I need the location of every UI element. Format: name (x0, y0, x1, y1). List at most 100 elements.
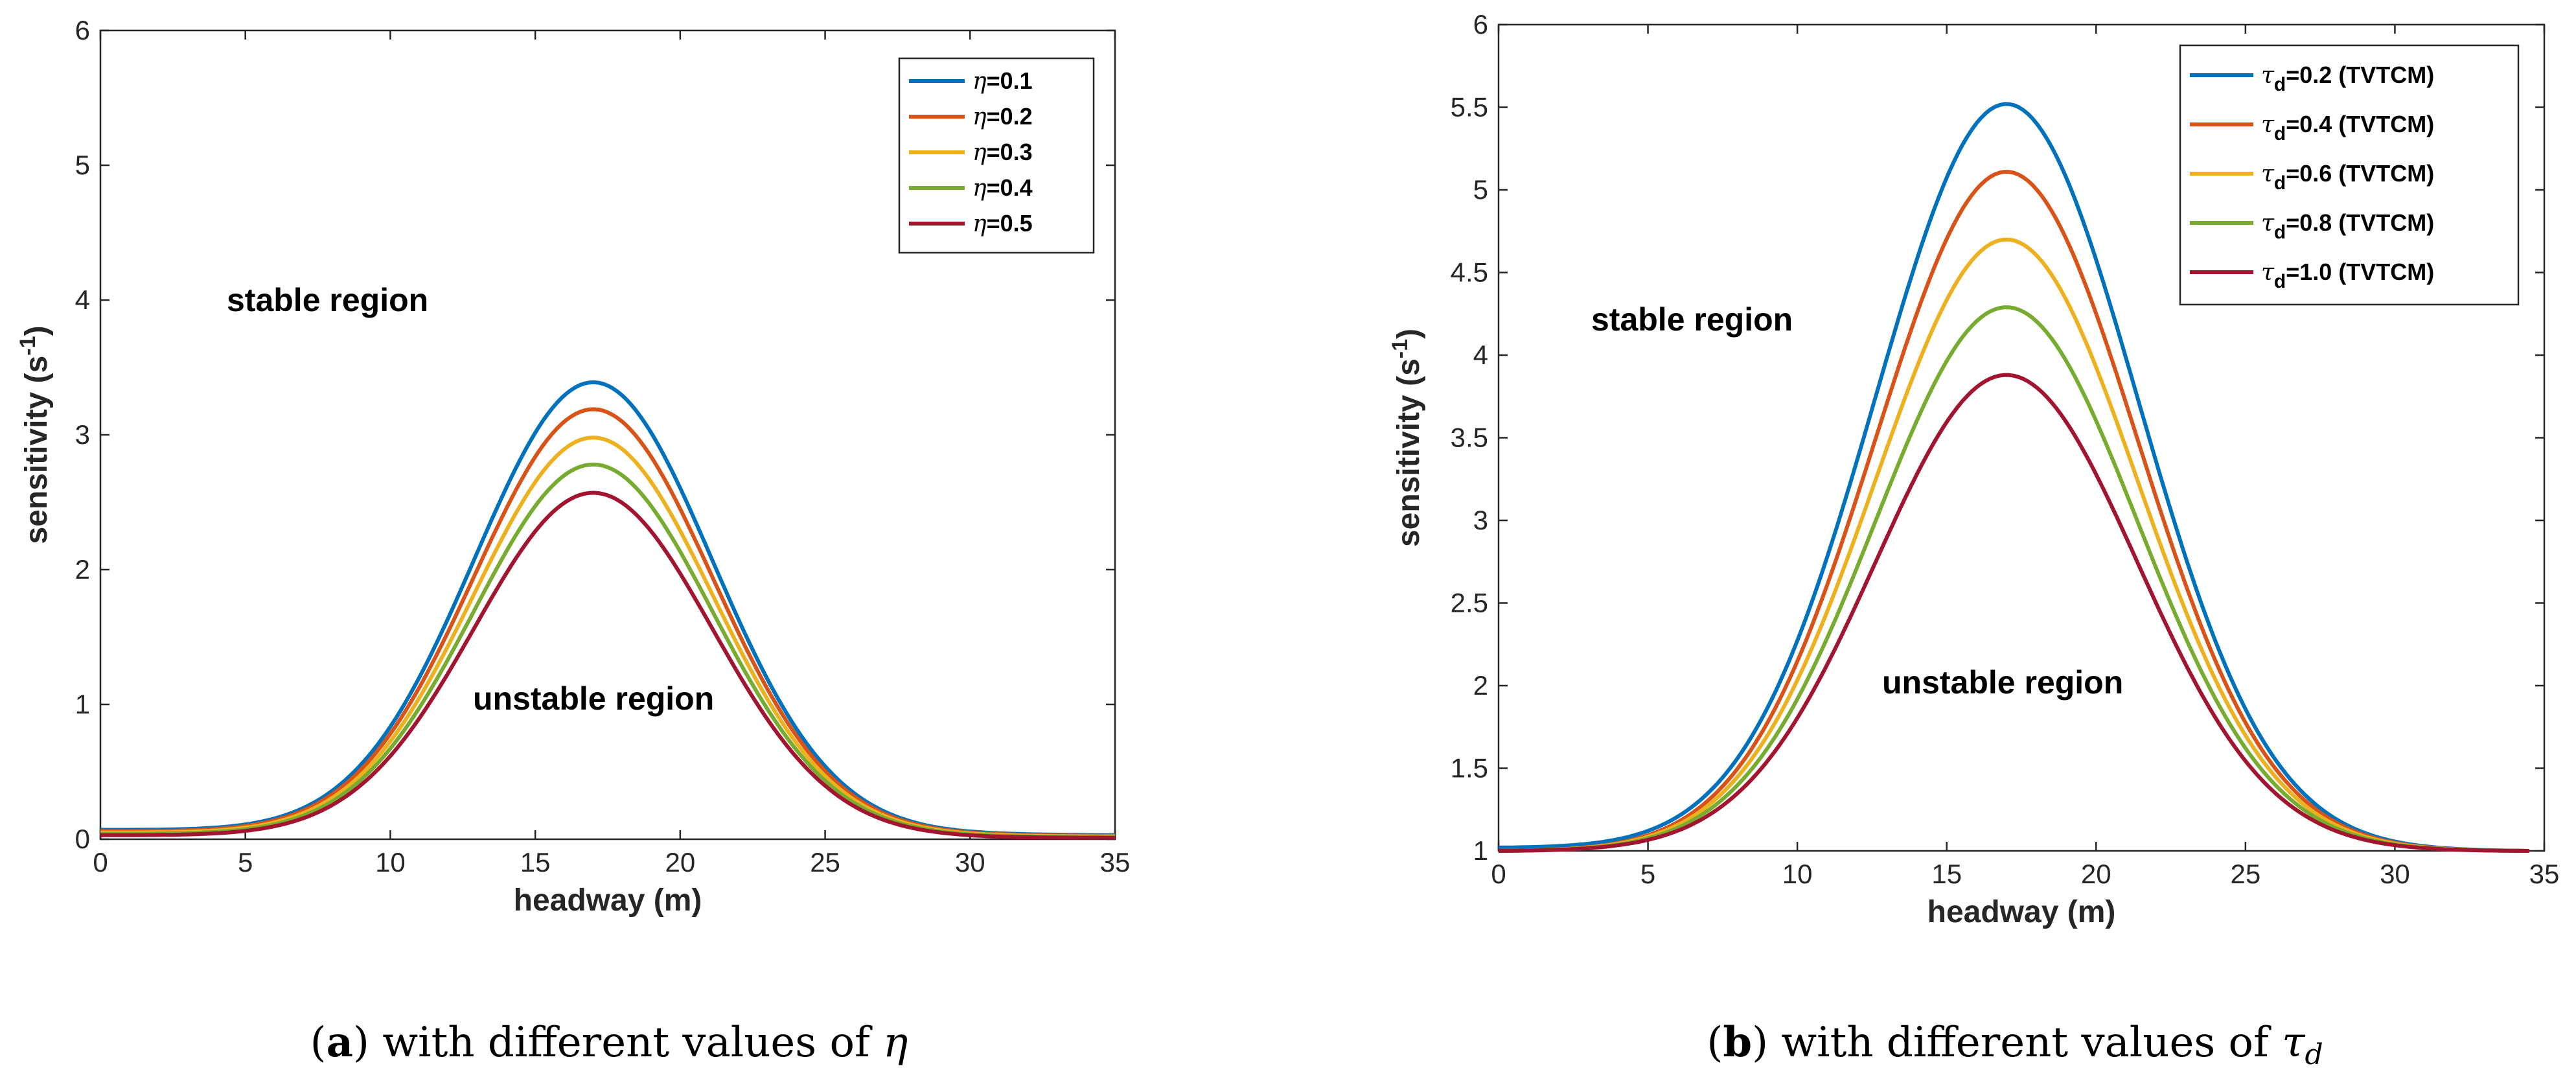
y-axis-label-text: sensitivity (s (19, 356, 54, 544)
y-tick-label: 4 (1473, 340, 1488, 370)
y-tick-label: 5.5 (1451, 92, 1488, 122)
legend-entry-1: τd=0.2 (TVTCM) (2261, 62, 2434, 95)
x-tick-label: 5 (1640, 859, 1655, 889)
legend-entry-3: τd=0.6 (TVTCM) (2261, 160, 2434, 194)
legend-box (898, 57, 1095, 254)
series-line-5 (100, 491, 1115, 840)
caption-symbol: η (883, 1019, 908, 1067)
y-axis-label-sup: -1 (1388, 339, 1412, 358)
x-axis-label: headway (m) (514, 883, 702, 918)
legend-symbol: τ (2261, 259, 2275, 286)
y-tick-label: 3 (1473, 505, 1488, 535)
x-tick-label: 0 (1491, 859, 1506, 889)
legend-label: =0.8 (TVTCM) (2286, 209, 2434, 236)
caption-text: with different values of (1768, 1019, 2282, 1067)
legend-entry-4: τd=0.8 (TVTCM) (2261, 209, 2434, 243)
caption-letter: a (327, 1018, 353, 1067)
x-tick-label: 35 (1100, 847, 1131, 877)
legend-symbol: τ (2261, 161, 2275, 187)
x-tick-label: 15 (1931, 859, 1962, 889)
x-tick-label: 35 (2529, 859, 2560, 889)
y-tick-label: 6 (75, 15, 90, 45)
x-tick-label: 25 (810, 847, 840, 877)
legend-subscript: d (2274, 172, 2286, 194)
series-line-1 (1498, 102, 2529, 853)
caption-paren-close: ) (353, 1019, 369, 1067)
legend-symbol: η (972, 211, 987, 237)
x-tick-label: 15 (520, 847, 551, 877)
x-tick-label: 20 (665, 847, 695, 877)
y-axis-label-end: ) (1392, 329, 1426, 339)
y-tick-label: 3 (75, 419, 90, 450)
legend-symbol: η (972, 175, 987, 202)
x-tick-label: 0 (93, 847, 108, 877)
x-tick-label: 30 (2380, 859, 2410, 889)
legend-entry-2: τd=0.4 (TVTCM) (2261, 111, 2434, 145)
y-axis-label-sup: -1 (16, 336, 40, 355)
legend-subscript: d (2274, 123, 2286, 145)
y-tick-label: 1.5 (1451, 753, 1488, 783)
legend-symbol: η (972, 139, 987, 166)
legend: η=0.1η=0.2η=0.3η=0.4η=0.5 (898, 57, 1095, 254)
y-tick-label: 5 (1473, 174, 1488, 205)
legend-label: =0.3 (987, 139, 1033, 165)
legend-entry-3: η=0.3 (972, 139, 1033, 166)
legend-label: =1.0 (TVTCM) (2286, 259, 2434, 285)
caption-b: (b) with different values of τd (1707, 1018, 2323, 1071)
y-axis-label: sensitivity (s-1) (1388, 329, 1426, 547)
y-tick-label: 6 (1473, 9, 1488, 40)
unstable-region-label: unstable region (473, 680, 714, 717)
legend-entry-4: η=0.4 (972, 174, 1033, 202)
legend-label: =0.4 (987, 174, 1033, 201)
y-tick-label: 0 (75, 824, 90, 854)
legend-label: =0.5 (987, 210, 1033, 237)
legend-symbol: η (972, 104, 987, 130)
y-tick-label: 2.5 (1451, 588, 1488, 618)
legend-entry-5: τd=1.0 (TVTCM) (2261, 259, 2434, 292)
y-axis-label-text: sensitivity (s (1392, 358, 1426, 547)
y-axis-label-end: ) (19, 325, 54, 336)
caption-symbol: τ (2282, 1019, 2306, 1067)
x-tick-label: 10 (375, 847, 406, 877)
legend-label: =0.2 (987, 103, 1033, 130)
legend-symbol: τ (2261, 210, 2275, 237)
legend-label: =0.2 (TVTCM) (2286, 62, 2434, 88)
legend-label: =0.4 (TVTCM) (2286, 111, 2434, 137)
y-tick-label: 5 (75, 150, 90, 180)
x-tick-label: 5 (238, 847, 253, 877)
caption-paren-close: ) (1752, 1019, 1768, 1067)
caption-paren-open: ( (310, 1019, 327, 1067)
y-tick-label: 4.5 (1451, 257, 1488, 288)
legend-label: =0.6 (TVTCM) (2286, 160, 2434, 187)
chart-panel-b: 0 5 10 15 20 25 30 35 1 1.5 2 2.5 3 3.5 4 4.5 5 5.5 6 headw… (1388, 9, 2559, 929)
legend-subscript: d (2274, 74, 2286, 95)
caption-letter: b (1723, 1018, 1752, 1067)
caption-paren-open: ( (1707, 1019, 1723, 1067)
x-tick-label: 25 (2230, 859, 2260, 889)
legend: τd=0.2 (TVTCM)τd=0.4 (TVTCM)τd=0.6 (TVTC… (2179, 44, 2520, 306)
legend-symbol: τ (2261, 62, 2275, 89)
y-tick-label: 1 (1473, 835, 1488, 866)
y-tick-label: 3.5 (1451, 423, 1488, 453)
legend-subscript: d (2274, 222, 2286, 243)
stable-region-label: stable region (1591, 301, 1793, 338)
series-line-5 (1498, 373, 2529, 853)
caption-a: (a) with different values of η (310, 1018, 908, 1067)
caption-subscript: d (2305, 1038, 2323, 1071)
x-tick-label: 30 (955, 847, 985, 877)
x-axis-label: headway (m) (1927, 895, 2116, 929)
legend-entry-1: η=0.1 (972, 67, 1033, 95)
unstable-region-label: unstable region (1882, 664, 2123, 701)
legend-entry-2: η=0.2 (972, 103, 1033, 130)
chart-panel-a: 0 5 10 15 20 25 30 35 0 1 2 3 4 5 6 headway (m) sensitiv… (16, 15, 1130, 918)
y-tick-label: 1 (75, 689, 90, 719)
y-tick-label: 4 (75, 284, 90, 315)
caption-text: with different values of (369, 1019, 883, 1067)
x-tick-label: 10 (1782, 859, 1813, 889)
x-tick-label: 20 (2081, 859, 2111, 889)
y-tick-label: 2 (1473, 670, 1488, 701)
y-tick-label: 2 (75, 554, 90, 585)
y-axis-label: sensitivity (s-1) (16, 325, 54, 544)
legend-entry-5: η=0.5 (972, 210, 1033, 237)
